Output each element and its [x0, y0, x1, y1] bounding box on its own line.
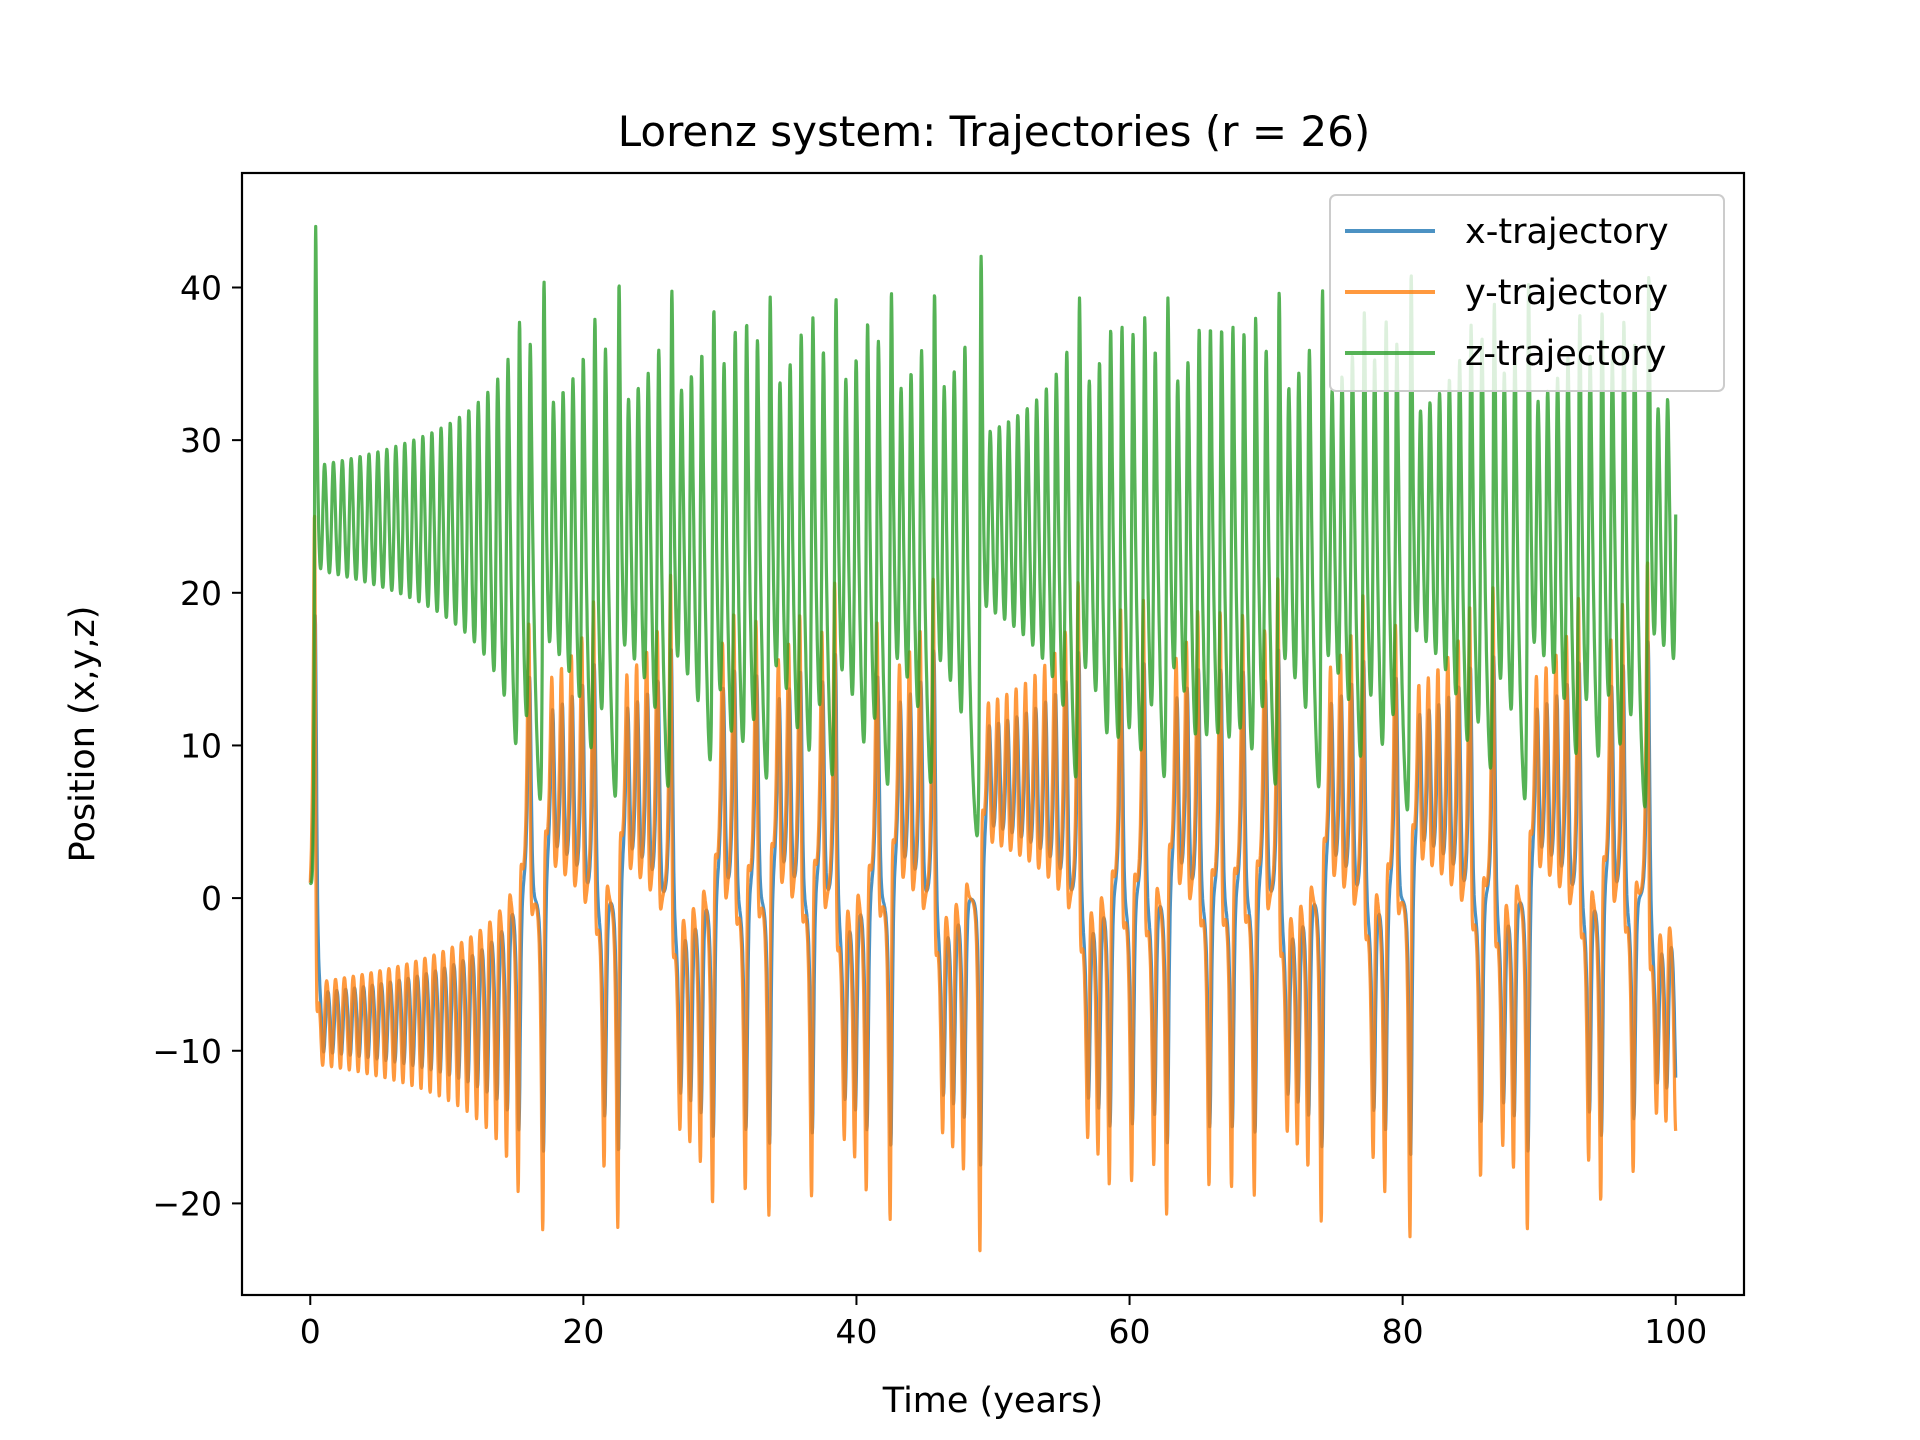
series-line-z-trajectory	[308, 224, 1678, 886]
legend-label: y-trajectory	[1465, 273, 1668, 313]
series-layer	[308, 224, 1678, 1253]
x-tick-label: 100	[1644, 1312, 1707, 1351]
x-axis-ticks: 0 20 40 60 80 100	[300, 1295, 1707, 1351]
y-tick-label: −20	[152, 1184, 222, 1223]
x-tick-label: 60	[1109, 1312, 1151, 1351]
plot-frame	[240, 171, 1746, 1297]
y-tick-label: 0	[201, 879, 222, 918]
x-tick-label: 20	[562, 1312, 604, 1351]
y-tick-label: 20	[180, 574, 222, 613]
y-tick-label: 40	[180, 268, 222, 307]
x-axis-label: Time (years)	[882, 1381, 1103, 1421]
chart-title: Lorenz system: Trajectories (r = 26)	[618, 107, 1371, 156]
y-tick-label: −10	[152, 1032, 222, 1071]
y-tick-label: 10	[180, 726, 222, 765]
y-axis-ticks: −20 −10 0 10 20 30 40	[152, 268, 242, 1223]
legend-label: x-trajectory	[1465, 212, 1669, 252]
series-line-y-trajectory	[308, 514, 1678, 1253]
x-tick-label: 40	[835, 1312, 877, 1351]
legend-label: z-trajectory	[1465, 334, 1666, 374]
y-tick-label: 30	[180, 421, 222, 460]
y-axis-label: Position (x,y,z)	[63, 606, 103, 863]
legend-box	[1329, 194, 1725, 392]
x-tick-label: 0	[300, 1312, 321, 1351]
x-tick-label: 80	[1382, 1312, 1424, 1351]
legend: x-trajectory y-trajectory z-trajectory	[1329, 194, 1725, 392]
